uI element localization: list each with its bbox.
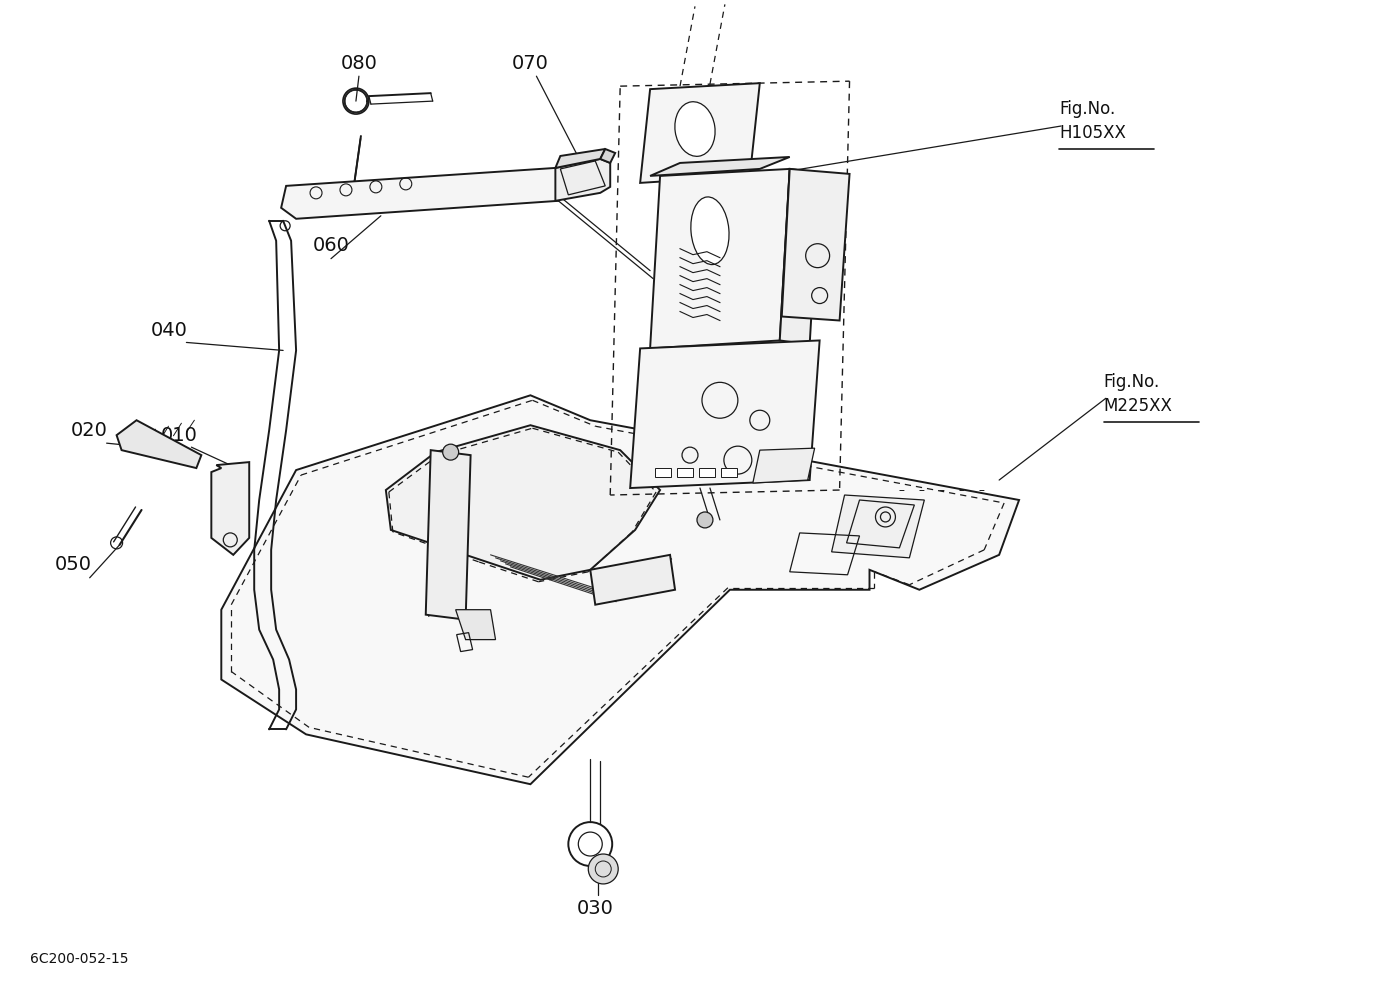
Polygon shape: [600, 149, 615, 163]
Bar: [655, 468, 672, 477]
Bar: [699, 468, 714, 477]
Polygon shape: [556, 159, 611, 201]
Polygon shape: [832, 495, 924, 558]
Polygon shape: [782, 169, 849, 320]
Bar: [677, 468, 694, 477]
Circle shape: [589, 854, 618, 884]
Text: 070: 070: [512, 54, 549, 73]
Text: H105XX: H105XX: [1059, 124, 1125, 142]
Polygon shape: [779, 169, 819, 344]
Polygon shape: [650, 157, 790, 176]
Polygon shape: [426, 450, 470, 620]
Polygon shape: [117, 420, 201, 468]
Polygon shape: [386, 425, 661, 580]
Text: 010: 010: [161, 425, 197, 444]
Circle shape: [696, 512, 713, 528]
Text: 020: 020: [72, 420, 108, 439]
Ellipse shape: [674, 102, 716, 156]
Polygon shape: [455, 610, 495, 640]
Text: 080: 080: [341, 54, 378, 73]
Text: Fig.No.: Fig.No.: [1059, 100, 1116, 118]
Text: 6C200-052-15: 6C200-052-15: [30, 952, 128, 966]
Circle shape: [443, 444, 459, 460]
Text: Fig.No.: Fig.No.: [1103, 373, 1160, 391]
Text: 050: 050: [55, 556, 92, 575]
Polygon shape: [650, 169, 790, 348]
Polygon shape: [211, 462, 250, 555]
Ellipse shape: [691, 197, 729, 264]
Polygon shape: [630, 340, 819, 488]
Polygon shape: [556, 149, 605, 168]
Text: 040: 040: [152, 321, 188, 340]
Bar: [721, 468, 736, 477]
Text: M225XX: M225XX: [1103, 397, 1172, 415]
Polygon shape: [281, 168, 571, 219]
Polygon shape: [640, 83, 760, 183]
Text: 060: 060: [313, 236, 349, 255]
Polygon shape: [221, 395, 1019, 784]
Text: 030: 030: [576, 899, 614, 918]
Polygon shape: [590, 555, 676, 605]
Polygon shape: [753, 448, 815, 483]
